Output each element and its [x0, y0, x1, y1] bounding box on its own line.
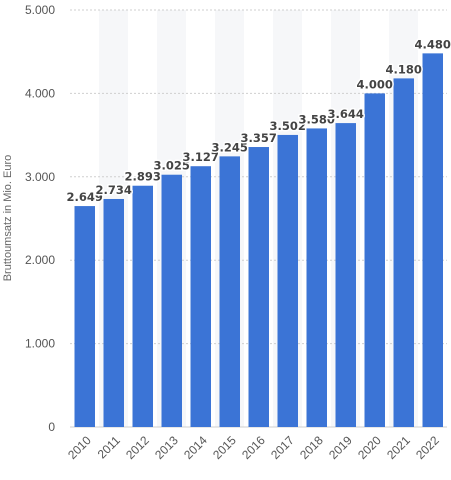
bar	[161, 174, 182, 427]
data-label: 3.580	[299, 112, 335, 126]
y-tick-label: 4.000	[25, 86, 55, 100]
data-label: 2.649	[67, 190, 103, 204]
y-tick-label: 1.000	[25, 337, 55, 351]
bar	[422, 53, 443, 427]
bar	[335, 123, 356, 428]
y-tick-label: 3.000	[25, 170, 55, 184]
data-label: 2.893	[125, 170, 161, 184]
data-label: 3.025	[154, 159, 190, 173]
x-axis-ticks: 2010 2011 2012 2013 2014 2015 2016 2017 2018 2019…	[65, 433, 442, 462]
bar	[248, 147, 269, 428]
data-label: 3.127	[183, 150, 219, 164]
bar	[364, 93, 385, 428]
y-axis-label: Bruttoumsatz in Mio. Euro	[2, 155, 14, 282]
bar	[306, 128, 327, 428]
x-tick-label: 2010	[65, 433, 94, 462]
data-label: 4.180	[386, 62, 422, 76]
bar	[103, 198, 124, 427]
x-tick-label: 2015	[210, 433, 239, 462]
data-label: 2.734	[96, 183, 132, 197]
bar	[277, 134, 298, 427]
data-label: 4.480	[415, 37, 451, 51]
y-tick-label: 2.000	[25, 253, 55, 267]
y-axis-ticks: 0 1.000 2.000 3.000 4.000 5.000	[25, 3, 55, 434]
y-tick-label: 5.000	[25, 3, 55, 17]
x-tick-label: 2018	[297, 433, 326, 462]
x-tick-label: 2019	[326, 433, 355, 462]
bar	[74, 206, 95, 427]
x-tick-label: 2011	[95, 433, 123, 461]
x-tick-label: 2012	[123, 433, 152, 462]
y-tick-label: 0	[48, 420, 55, 434]
data-labels: 2.6492.7342.8933.0253.1273.2453.3573.502…	[65, 36, 451, 206]
x-tick-label: 2013	[152, 433, 181, 462]
bar	[393, 78, 414, 427]
data-label: 3.502	[270, 119, 306, 133]
bar	[219, 156, 240, 427]
x-tick-label: 2017	[268, 433, 297, 462]
data-label: 3.357	[241, 131, 277, 145]
x-tick-label: 2014	[181, 433, 210, 462]
x-tick-label: 2020	[355, 433, 384, 462]
bar	[190, 166, 211, 428]
x-tick-label: 2022	[413, 433, 442, 462]
data-label: 4.000	[357, 77, 393, 91]
bars	[74, 53, 443, 428]
bar	[132, 185, 153, 427]
data-label: 3.245	[212, 140, 248, 154]
x-tick-label: 2016	[239, 433, 268, 462]
data-label: 3.644	[328, 107, 364, 121]
x-tick-label: 2021	[384, 433, 413, 462]
